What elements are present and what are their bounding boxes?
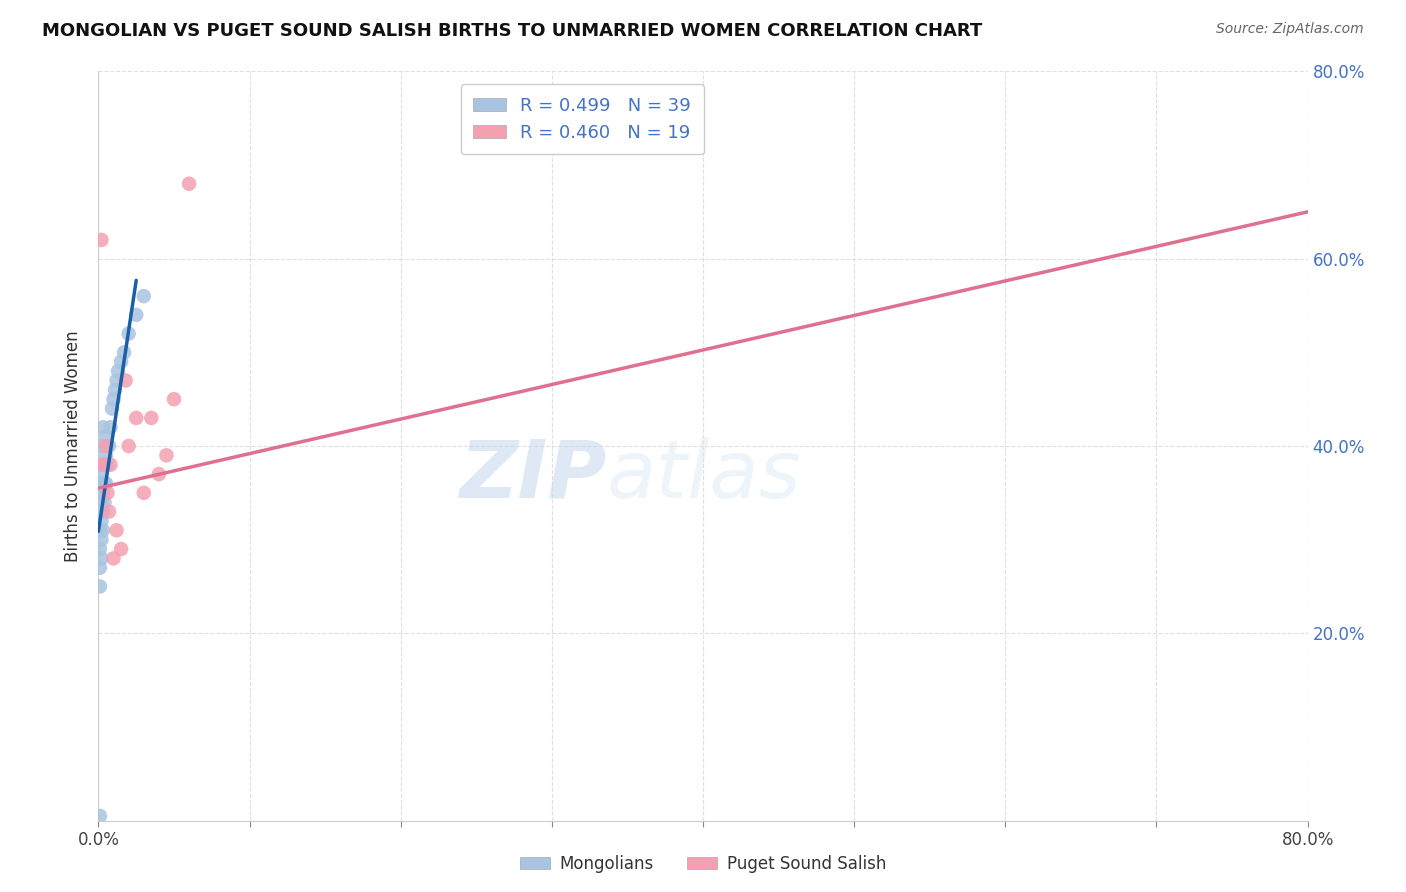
Point [90, 458, 112, 472]
Point [91, 524, 114, 538]
Text: ZIP: ZIP [458, 437, 606, 515]
Point [90, 495, 112, 509]
Point [94, 476, 117, 491]
Point [90, 551, 112, 566]
Legend: R = 0.499   N = 39, R = 0.460   N = 19: R = 0.499 N = 39, R = 0.460 N = 19 [461, 84, 703, 154]
Point [89, 486, 111, 500]
Y-axis label: Births to Unmarried Women: Births to Unmarried Women [65, 330, 83, 562]
Point [91, 486, 114, 500]
Point [94, 439, 117, 453]
Point [110, 542, 132, 557]
Point [132, 289, 155, 303]
Point [93, 476, 115, 491]
Point [90, 439, 112, 453]
Point [94, 430, 117, 444]
Text: Source: ZipAtlas.com: Source: ZipAtlas.com [1216, 22, 1364, 37]
Point [100, 458, 122, 472]
Point [179, 177, 201, 191]
Point [104, 383, 127, 397]
Point [91, 420, 114, 434]
Point [90, 233, 112, 247]
Point [118, 439, 141, 453]
Point [155, 449, 177, 463]
Point [114, 374, 136, 388]
Legend: Mongolians, Puget Sound Salish: Mongolians, Puget Sound Salish [513, 848, 893, 880]
Point [98, 505, 121, 519]
Point [93, 458, 115, 472]
Point [105, 524, 128, 538]
Point [89, 505, 111, 519]
Point [93, 458, 115, 472]
Point [89, 467, 111, 482]
Point [91, 458, 114, 472]
Point [100, 420, 122, 434]
Point [163, 392, 186, 407]
Point [105, 374, 128, 388]
Point [96, 486, 118, 500]
Point [90, 514, 112, 528]
Point [94, 449, 117, 463]
Point [89, 809, 111, 823]
Point [89, 561, 111, 575]
Point [107, 364, 129, 378]
Point [90, 533, 112, 547]
Point [89, 580, 111, 594]
Point [93, 495, 115, 509]
Point [101, 401, 124, 416]
Point [125, 411, 148, 425]
Text: atlas: atlas [606, 437, 801, 515]
Point [103, 551, 125, 566]
Point [89, 542, 111, 557]
Point [91, 505, 114, 519]
Point [132, 486, 155, 500]
Point [141, 411, 163, 425]
Point [112, 345, 135, 359]
Point [118, 326, 141, 341]
Text: MONGOLIAN VS PUGET SOUND SALISH BIRTHS TO UNMARRIED WOMEN CORRELATION CHART: MONGOLIAN VS PUGET SOUND SALISH BIRTHS T… [42, 22, 983, 40]
Point [90, 476, 112, 491]
Point [148, 467, 170, 482]
Point [125, 308, 148, 322]
Point [96, 458, 118, 472]
Point [91, 458, 114, 472]
Point [98, 439, 121, 453]
Point [110, 355, 132, 369]
Point [89, 524, 111, 538]
Point [103, 392, 125, 407]
